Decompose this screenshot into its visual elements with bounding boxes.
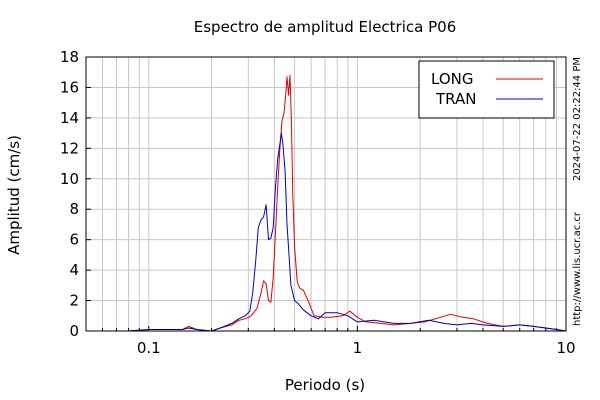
y-tick-label: 12 xyxy=(60,139,79,157)
y-tick-label: 10 xyxy=(60,170,79,188)
series-line-tran xyxy=(86,132,567,332)
axis-ticks xyxy=(85,56,567,332)
y-tick-label: 16 xyxy=(60,78,79,96)
url-text: http://www.lis.ucr.ac.cr xyxy=(572,211,583,326)
tick-labels: 0 2 4 6 8 10 12 14 16 18 0.1 1 10 xyxy=(60,48,576,357)
y-tick-label: 2 xyxy=(69,292,79,310)
x-tick-label: 10 xyxy=(556,339,575,357)
x-tick-label: 0.1 xyxy=(137,339,161,357)
x-axis-label: Periodo (s) xyxy=(285,376,365,394)
legend-label-long: LONG xyxy=(431,70,473,88)
y-axis-label: Amplitud (cm/s) xyxy=(5,135,23,255)
y-tick-label: 18 xyxy=(60,48,79,66)
y-tick-label: 14 xyxy=(60,109,79,127)
series-layer xyxy=(86,74,567,332)
chart-title: Espectro de amplitud Electrica P06 xyxy=(194,18,457,36)
y-tick-label: 4 xyxy=(69,261,79,279)
y-tick-label: 8 xyxy=(69,200,79,218)
legend-label-tran: TRAN xyxy=(435,90,476,108)
x-tick-label: 1 xyxy=(353,339,363,357)
timestamp-text: 2024-07-22 02:22:44 PM xyxy=(572,57,583,181)
series-line-long xyxy=(86,74,567,332)
y-tick-label: 0 xyxy=(69,322,79,340)
legend-box xyxy=(418,60,555,119)
y-tick-label: 6 xyxy=(69,231,79,249)
plot-frame xyxy=(85,56,567,332)
legend: LONG TRAN xyxy=(418,60,555,119)
